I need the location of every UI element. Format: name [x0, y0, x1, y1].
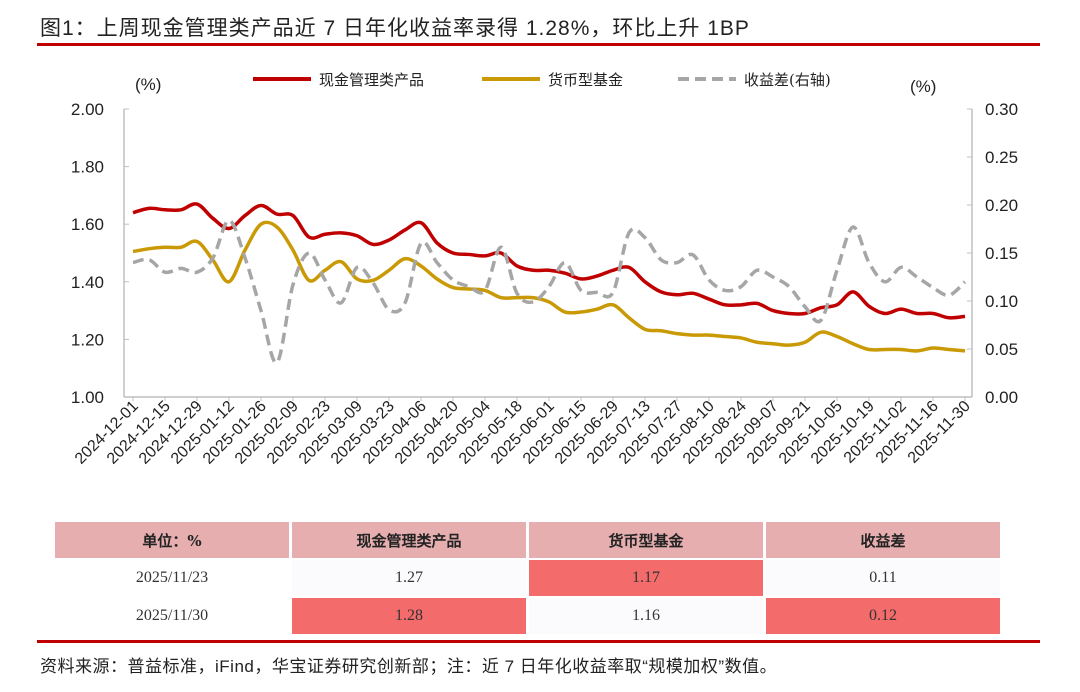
right-tick-label: 0.25 — [985, 148, 1018, 167]
left-unit-label: (%) — [135, 75, 161, 94]
footer-rule — [37, 640, 1040, 643]
row-cash: 1.27 — [292, 560, 526, 596]
row-cash: 1.28 — [292, 598, 526, 634]
title-rule — [37, 43, 1040, 46]
right-tick-label: 0.00 — [985, 388, 1018, 407]
right-tick-label: 0.05 — [985, 340, 1018, 359]
right-tick-label: 0.20 — [985, 196, 1018, 215]
left-tick-label: 1.60 — [71, 215, 104, 234]
right-unit-label: (%) — [910, 77, 936, 96]
figure-title: 图1：上周现金管理类产品近 7 日年化收益率录得 1.28%，环比上升 1BP — [40, 17, 750, 40]
table-row: 2025/11/30 1.28 1.16 0.12 — [55, 598, 1000, 634]
row-spread: 0.11 — [766, 560, 1000, 596]
line-chart: 1.00 1.20 1.40 1.60 1.80 2.00 0.00 0.05 0.10 0.15… — [71, 71, 1018, 468]
right-tick-label: 0.30 — [985, 100, 1018, 119]
header-spread: 收益差 — [766, 522, 1000, 558]
table-header-row: 单位：% 现金管理类产品 货币型基金 收益差 — [55, 522, 1000, 558]
left-tick-label: 1.00 — [71, 388, 104, 407]
left-tick-label: 1.80 — [71, 158, 104, 177]
row-spread: 0.12 — [766, 598, 1000, 634]
right-tick-label: 0.10 — [985, 292, 1018, 311]
row-date: 2025/11/30 — [55, 598, 289, 634]
series-line-2 — [132, 218, 967, 365]
row-money: 1.16 — [529, 598, 763, 634]
row-date: 2025/11/23 — [55, 560, 289, 596]
source-note: 资料来源：普益标准，iFind，华宝证券研究创新部；注：近 7 日年化收益率取“… — [40, 657, 778, 676]
left-tick-label: 1.20 — [71, 330, 104, 349]
header-cash: 现金管理类产品 — [292, 522, 526, 558]
legend-label-1: 货币型基金 — [548, 71, 623, 89]
right-tick-label: 0.15 — [985, 244, 1018, 263]
header-unit: 单位：% — [55, 522, 289, 558]
table-row: 2025/11/23 1.27 1.17 0.11 — [55, 560, 1000, 596]
legend-label-2: 收益差(右轴) — [744, 71, 831, 89]
row-money: 1.17 — [529, 560, 763, 596]
series-line-1 — [132, 220, 966, 353]
left-tick-label: 2.00 — [71, 100, 104, 119]
summary-table: 单位：% 现金管理类产品 货币型基金 收益差 2025/11/23 1.27 1… — [52, 520, 1003, 636]
legend-label-0: 现金管理类产品 — [319, 71, 424, 89]
left-tick-label: 1.40 — [71, 273, 104, 292]
header-money: 货币型基金 — [529, 522, 763, 558]
